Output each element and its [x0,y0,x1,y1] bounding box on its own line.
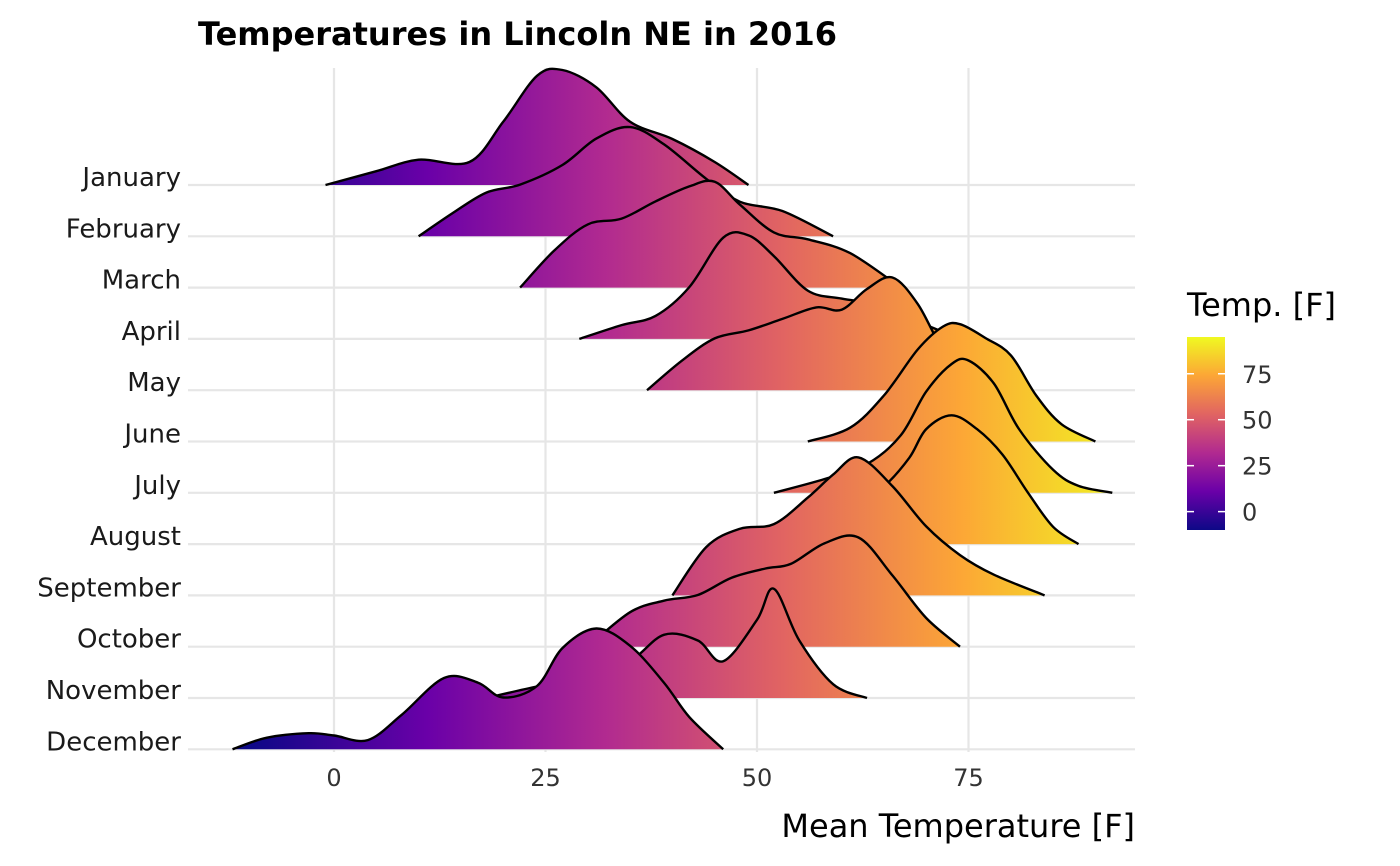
month-label: January [80,163,181,193]
ridge-march [519,179,902,289]
ridge-september [671,456,1046,597]
month-label: June [122,420,181,450]
month-label: April [122,317,181,347]
month-label: February [66,214,181,244]
ridge-outline [646,275,978,392]
ridge-outline [587,534,961,648]
ridge-fill [672,457,1045,596]
ridge-outline [807,321,1096,443]
ridge-may [646,275,978,392]
legend-tick-label: 50 [1242,407,1273,435]
month-label: July [132,471,181,501]
ridge-fill [647,277,977,391]
x-axis-title: Mean Temperature [F] [781,807,1135,845]
color-legend: Temp. [F] 0 25 50 75 [1186,286,1336,530]
ridge-outline [232,627,725,751]
ridge-outline [671,456,1046,597]
ridge-fill [232,628,724,750]
legend-colorbar [1187,337,1225,530]
ridge-outline [325,67,750,187]
month-label: September [37,573,181,603]
month-labels: January February March April May June July Augu… [37,163,181,757]
legend-tick-label: 25 [1242,453,1273,481]
month-label: October [77,625,181,655]
month-label: December [46,727,181,757]
x-tick-label: 25 [530,764,561,792]
month-label: May [127,368,181,398]
ridge-outline [417,125,834,238]
x-tick-label: 50 [742,764,773,792]
legend-tick-label: 0 [1242,499,1257,527]
ridge-outline [519,179,902,289]
legend-ticks: 0 25 50 75 [1187,361,1273,527]
legend-tick-label: 75 [1242,361,1273,389]
x-axis-ticks: 0 25 50 75 [326,764,983,792]
ridge-december [232,627,725,751]
legend-title: Temp. [F] [1186,286,1336,324]
ridge-fill [486,588,867,698]
month-label: November [46,676,182,706]
month-label: March [102,266,181,296]
chart-title: Temperatures in Lincoln NE in 2016 [198,15,837,53]
x-tick-label: 75 [953,764,984,792]
month-label: August [90,522,181,552]
x-tick-label: 0 [326,764,341,792]
ridge-fill [520,180,901,288]
ridges [232,67,1113,751]
